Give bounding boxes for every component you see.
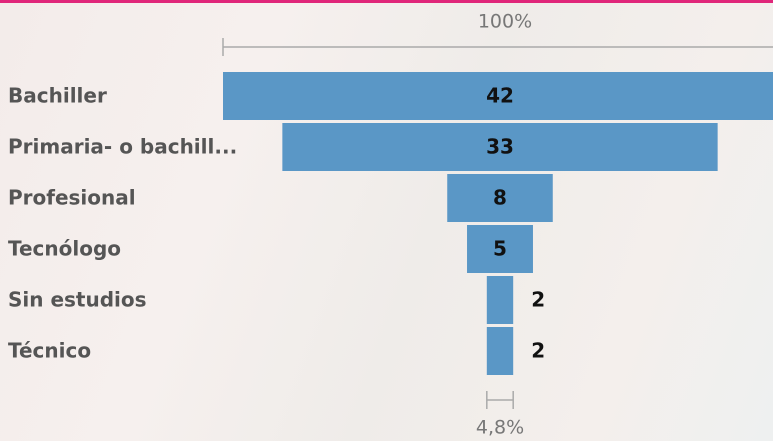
category-label: Técnico	[8, 339, 91, 363]
top-accent	[0, 0, 773, 3]
page: Bachiller 42 Primaria- o bachill... 33 Profe…	[0, 0, 773, 441]
value-label: 2	[531, 288, 545, 312]
value-label: 8	[493, 186, 507, 210]
value-label: 2	[531, 339, 545, 363]
category-label: Sin estudios	[8, 288, 147, 312]
chart: Bachiller 42 Primaria- o bachill... 33 Profe…	[0, 0, 773, 441]
bar	[487, 276, 513, 324]
category-label: Profesional	[8, 186, 136, 210]
scale-label: 100%	[478, 11, 532, 33]
bar	[487, 327, 513, 375]
value-label: 33	[486, 135, 514, 159]
category-label: Bachiller	[8, 84, 107, 108]
scale-label: 4,8%	[476, 417, 524, 439]
value-label: 42	[486, 84, 514, 108]
value-label: 5	[493, 237, 507, 261]
category-label: Tecnólogo	[8, 237, 121, 261]
category-label: Primaria- o bachill...	[8, 135, 237, 159]
